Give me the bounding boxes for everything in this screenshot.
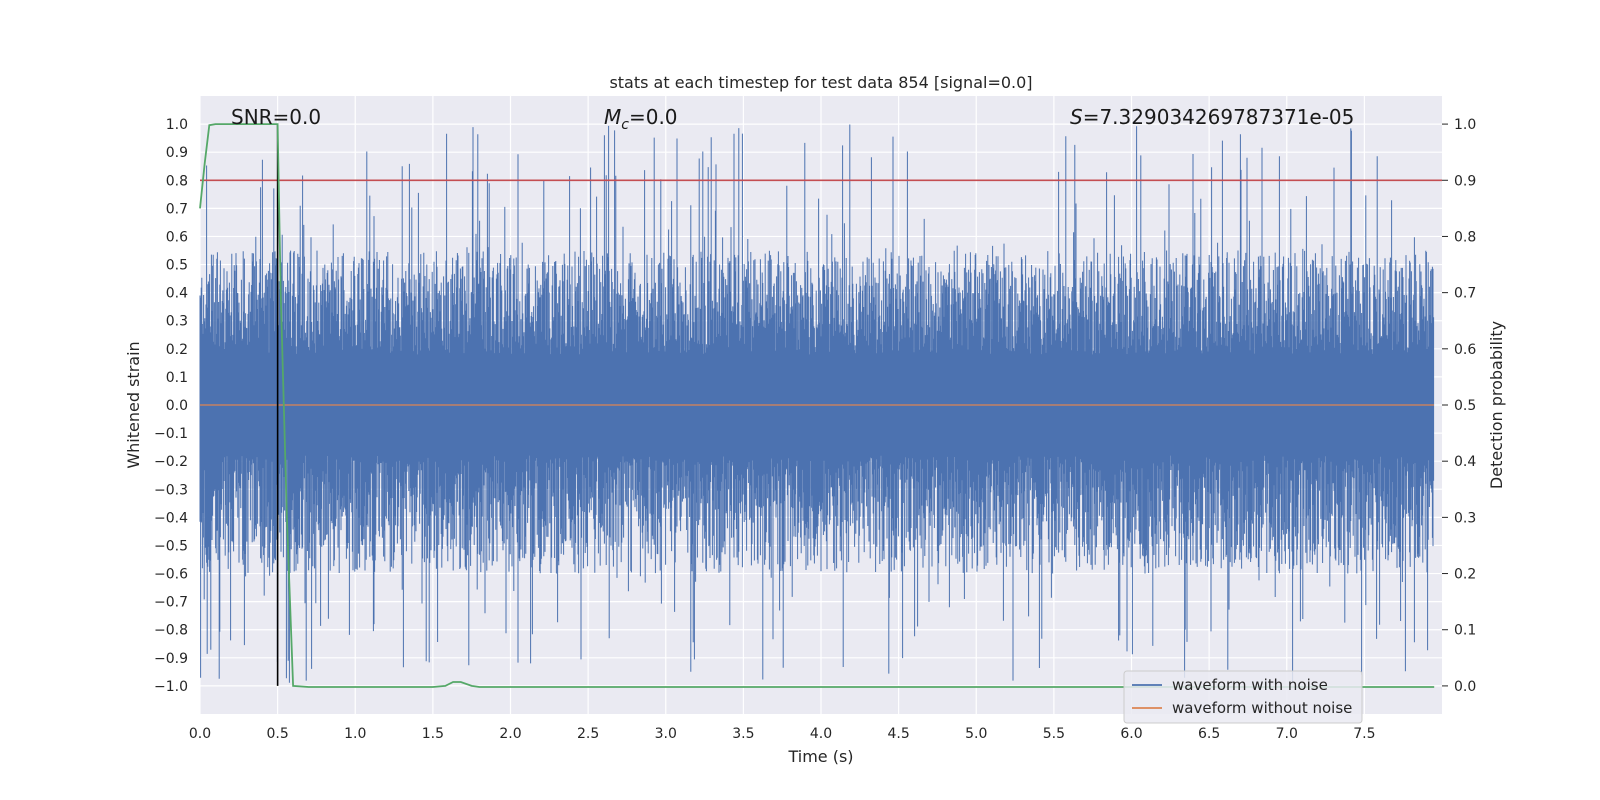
y-ticks: 1.0 0.9 0.8 0.7 0.6 0.5 0.4 0.3 0.2 0.1 0.0 −0.1 −0.…: [154, 117, 188, 695]
y-tick-label: −0.8: [154, 623, 188, 639]
y-tick-label: 0.5: [166, 258, 188, 274]
y2-tick-label: 1.0: [1454, 117, 1476, 133]
reference-lines: [200, 124, 1442, 686]
probability-layer: [199, 123, 1435, 688]
signal-layer: [199, 124, 1435, 683]
y-tick-label: 0.8: [166, 173, 188, 189]
x-tick-label: 5.0: [965, 726, 987, 742]
x-tick-label: 0.5: [266, 726, 288, 742]
y2-tick-label: 0.2: [1454, 567, 1476, 583]
y-tick-label: −0.5: [154, 538, 188, 554]
x-ticks: 0.0 0.5 1.0 1.5 2.0 2.5 3.0 3.5 4.0 4.5 5.0 5.5 6.0 6…: [189, 726, 1376, 742]
y2-tick-label: 0.4: [1454, 454, 1476, 470]
y-tick-label: −0.4: [154, 510, 188, 526]
y-tick-label: −0.1: [154, 426, 188, 442]
y-tick-label: −0.6: [154, 567, 188, 583]
y2-ticks: 1.0 0.9 0.8 0.7 0.6 0.5 0.4 0.3 0.2 0.1 0.0: [1442, 117, 1476, 695]
y2-tick-label: 0.0: [1454, 679, 1476, 695]
y-axis-label: Whitened strain: [124, 341, 143, 468]
y-tick-label: 0.7: [166, 201, 188, 217]
y2-tick-label: 0.1: [1454, 623, 1476, 639]
s-annotation: S=7.329034269787371e-05: [1070, 105, 1354, 129]
x-tick-label: 2.5: [577, 726, 599, 742]
y-tick-label: −0.7: [154, 595, 188, 611]
y2-tick-label: 0.3: [1454, 510, 1476, 526]
y-tick-label: 0.1: [166, 370, 188, 386]
snr-annotation: SNR=0.0: [231, 105, 321, 129]
mc-subscript: c: [621, 117, 629, 133]
x-tick-label: 6.0: [1120, 726, 1142, 742]
x-tick-label: 3.0: [655, 726, 677, 742]
x-axis-label: Time (s): [787, 747, 853, 766]
x-tick-label: 6.5: [1198, 726, 1220, 742]
x-tick-label: 1.0: [344, 726, 366, 742]
y-tick-label: 1.0: [166, 117, 188, 133]
x-tick-label: 1.5: [422, 726, 444, 742]
chart-title: stats at each timestep for test data 854…: [609, 73, 1032, 92]
y2-tick-label: 0.7: [1454, 286, 1476, 302]
x-tick-label: 3.5: [732, 726, 754, 742]
y2-tick-label: 0.5: [1454, 398, 1476, 414]
y-tick-label: −0.3: [154, 482, 188, 498]
x-tick-label: 0.0: [189, 726, 211, 742]
x-tick-label: 4.0: [810, 726, 832, 742]
y2-axis-label: Detection probability: [1487, 321, 1506, 489]
y-tick-label: 0.2: [166, 342, 188, 358]
y-tick-label: 0.6: [166, 229, 188, 245]
x-tick-label: 5.5: [1043, 726, 1065, 742]
y2-tick-label: 0.6: [1454, 342, 1476, 358]
y2-tick-label: 0.9: [1454, 173, 1476, 189]
x-tick-label: 7.5: [1353, 726, 1375, 742]
y-tick-label: 0.3: [166, 314, 188, 330]
legend-label-clean: waveform without noise: [1172, 699, 1352, 717]
mc-symbol: M: [604, 105, 621, 129]
y2-tick-label: 0.8: [1454, 229, 1476, 245]
y-tick-label: −0.2: [154, 454, 188, 470]
s-symbol: S: [1070, 105, 1083, 129]
x-tick-label: 7.0: [1276, 726, 1298, 742]
series-detection-probability: [199, 123, 1435, 688]
legend: waveform with noise waveform without noi…: [1123, 670, 1363, 724]
legend-box: [1123, 670, 1363, 724]
s-value: =7.329034269787371e-05: [1083, 105, 1355, 129]
y-tick-label: −0.9: [154, 651, 188, 667]
mc-annotation: Mc=0.0: [604, 105, 678, 133]
y-tick-label: −1.0: [154, 679, 188, 695]
series-waveform-with-noise: [199, 124, 1435, 683]
y-tick-label: 0.9: [166, 145, 188, 161]
x-tick-label: 4.5: [887, 726, 909, 742]
y-tick-label: 0.4: [166, 286, 188, 302]
y-tick-label: 0.0: [166, 398, 188, 414]
x-tick-label: 2.0: [499, 726, 521, 742]
mc-value: =0.0: [629, 105, 678, 129]
legend-label-noise: waveform with noise: [1172, 676, 1328, 694]
